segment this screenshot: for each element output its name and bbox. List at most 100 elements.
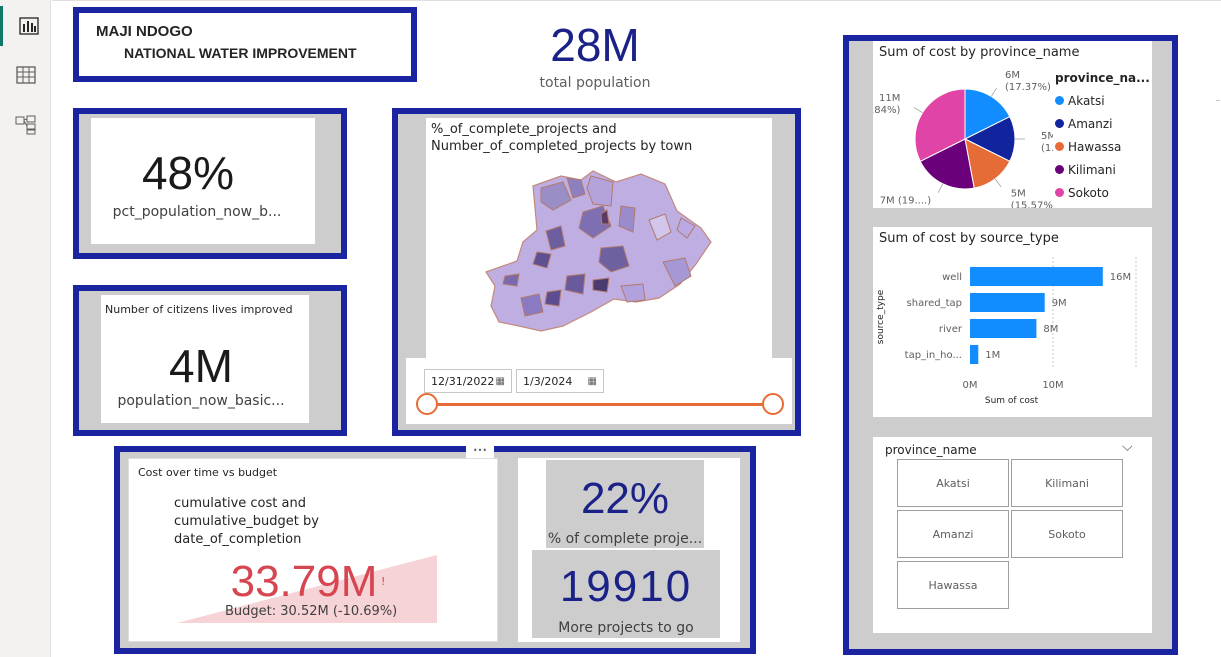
bar-value-label: 1M — [985, 350, 1000, 361]
legend-dot-icon — [1055, 96, 1064, 105]
model-view-icon[interactable] — [0, 105, 51, 145]
legend-dot-icon — [1055, 142, 1064, 151]
kpi-citizens-title: Number of citizens lives improved — [105, 303, 293, 316]
legend-item-kilimani[interactable]: Kilimani — [1055, 158, 1150, 181]
legend-dot-icon — [1055, 165, 1064, 174]
map-region — [540, 181, 572, 211]
calendar-icon[interactable]: ▦ — [495, 375, 505, 387]
date-range-slicer[interactable]: 12/31/2022 ▦ 1/3/2024 ▦ — [406, 358, 792, 424]
map-region — [676, 217, 696, 239]
pie-data-label: 7M (19....) — [880, 195, 932, 206]
page-edge-marker — [1216, 100, 1220, 101]
bar-shared_tap[interactable] — [970, 293, 1045, 312]
pie-leader-line — [994, 178, 1002, 188]
table-view-icon[interactable] — [0, 55, 51, 95]
date-end-text: 1/3/2024 — [523, 374, 573, 388]
date-slider-end-handle[interactable] — [762, 393, 784, 415]
pie-title: Sum of cost by province_name — [879, 45, 1080, 60]
cost-card-title-line1: cumulative cost and — [174, 496, 306, 511]
kpi-pct-complete-card[interactable]: 22% % of complete proje... — [546, 460, 704, 548]
pie-chart[interactable]: 6M(17.37%)5M(1...)5M(15.57%)7M (19....)1… — [873, 63, 1053, 208]
legend-item-akatsi[interactable]: Akatsi — [1055, 89, 1150, 112]
slicer-item-hawassa[interactable]: Hawassa — [897, 561, 1009, 609]
pie-slice-akatsi[interactable] — [964, 88, 1011, 140]
province-slicer[interactable]: province_name ⌵ Akatsi Kilimani Amanzi Soko… — [873, 437, 1152, 633]
chevron-down-icon[interactable]: ⌵ — [1122, 439, 1133, 455]
calendar-icon[interactable]: ▦ — [587, 375, 597, 387]
canvas-top-border — [52, 0, 1221, 4]
cost-card-title-line3: date_of_completion — [174, 532, 302, 547]
pie-slice-kilimani[interactable] — [919, 138, 975, 190]
map-region — [544, 289, 562, 307]
cost-budget-group[interactable]: Cost over time vs budget cumulative cost… — [114, 444, 756, 654]
date-start-input[interactable]: 12/31/2022 ▦ — [424, 369, 512, 393]
map-title-line1: %_of_complete_projects and — [431, 122, 617, 137]
report-view-icon[interactable] — [0, 6, 54, 46]
pie-legend-title: province_na... — [1055, 71, 1150, 85]
legend-label: Amanzi — [1068, 116, 1113, 131]
choropleth-map[interactable] — [481, 166, 716, 341]
legend-item-sokoto[interactable]: Sokoto — [1055, 181, 1150, 204]
cost-card-header: Cost over time vs budget — [138, 466, 278, 479]
legend-item-hawassa[interactable]: Hawassa — [1055, 135, 1150, 158]
map-region-outline — [485, 170, 712, 332]
date-start-text: 12/31/2022 — [431, 374, 495, 388]
slicer-item-sokoto[interactable]: Sokoto — [1011, 510, 1123, 558]
bar-tap_in_ho...[interactable] — [970, 345, 979, 364]
map-region — [618, 205, 636, 233]
map-region — [648, 213, 672, 241]
legend-dot-icon — [1055, 119, 1064, 128]
pie-data-label: 11M — [879, 93, 900, 104]
map-region — [620, 283, 646, 303]
date-end-input[interactable]: 1/3/2024 ▦ — [516, 369, 604, 393]
left-nav-rail — [0, 0, 51, 657]
pie-data-pct: (1...) — [1041, 143, 1053, 154]
map-region — [662, 257, 692, 287]
bar-chart-card[interactable]: Sum of cost by source_type well 16M shared… — [873, 227, 1152, 417]
cost-over-time-card[interactable]: Cost over time vs budget cumulative cost… — [128, 458, 498, 642]
slicer-item-kilimani[interactable]: Kilimani — [1011, 459, 1123, 507]
bar-category-label: well — [942, 272, 962, 283]
date-slider-start-handle[interactable] — [416, 393, 438, 415]
legend-label: Akatsi — [1068, 93, 1105, 108]
header-title-card: MAJI NDOGO NATIONAL WATER IMPROVEMENT — [73, 7, 417, 82]
slicer-item-amanzi[interactable]: Amanzi — [897, 510, 1009, 558]
bar-x-tick: 0M — [963, 380, 978, 391]
date-slider-track[interactable] — [430, 403, 770, 406]
kpi-citizens-label: population_now_basic... — [117, 393, 285, 409]
bar-category-label: river — [939, 324, 963, 335]
more-options-icon[interactable]: ••• — [466, 444, 494, 458]
pie-data-label: 5M — [1011, 188, 1026, 199]
map-region — [598, 245, 630, 273]
map-visual[interactable]: %_of_complete_projects and Number_of_com… — [426, 118, 772, 358]
bar-chart[interactable]: well 16M shared_tap 9M river 8M tap_in_ho... 1M… — [873, 251, 1152, 417]
right-column-panel: Sum of cost by province_name 6M (17.37%) 5… — [843, 35, 1178, 655]
map-region — [586, 175, 614, 207]
slicer-grid: Akatsi Kilimani Amanzi Sokoto Hawassa — [897, 459, 1127, 611]
legend-label: Kilimani — [1068, 162, 1116, 177]
bar-river[interactable] — [970, 319, 1037, 338]
kpi-more-projects-label: More projects to go — [558, 620, 694, 636]
pie-leader-line — [913, 107, 923, 113]
pie-data-pct: (15.57%) — [1011, 200, 1053, 208]
pie-chart-card[interactable]: Sum of cost by province_name 6M (17.37%) 5… — [873, 41, 1152, 208]
cost-card-title-line2: cumulative_budget by — [174, 514, 319, 529]
kpi-citizens-value: 4M — [169, 340, 233, 392]
legend-item-amanzi[interactable]: Amanzi — [1055, 112, 1150, 135]
bar-well[interactable] — [970, 267, 1103, 286]
bar-y-axis-title: source_type — [876, 289, 886, 344]
bar-value-label: 9M — [1052, 298, 1067, 309]
kpi-citizens-card[interactable]: Number of citizens lives improved 4M pop… — [73, 285, 347, 436]
bar-value-label: 16M — [1110, 272, 1131, 283]
legend-label: Hawassa — [1068, 139, 1122, 154]
map-title-line2: Number_of_completed_projects by town — [431, 139, 693, 154]
map-card[interactable]: %_of_complete_projects and Number_of_com… — [392, 108, 801, 436]
kpi-pct-basic-card[interactable]: 48% pct_population_now_b... — [73, 108, 347, 259]
kpi-pct-complete-value: 22% — [580, 474, 670, 523]
legend-dot-icon — [1055, 188, 1064, 197]
slicer-item-akatsi[interactable]: Akatsi — [897, 459, 1009, 507]
kpi-total-population[interactable]: 28M total population — [520, 14, 670, 94]
slicer-title: province_name — [885, 443, 977, 457]
kpi-more-projects-card[interactable]: 19910 More projects to go — [532, 550, 720, 638]
bar-x-tick: 10M — [1042, 380, 1063, 391]
